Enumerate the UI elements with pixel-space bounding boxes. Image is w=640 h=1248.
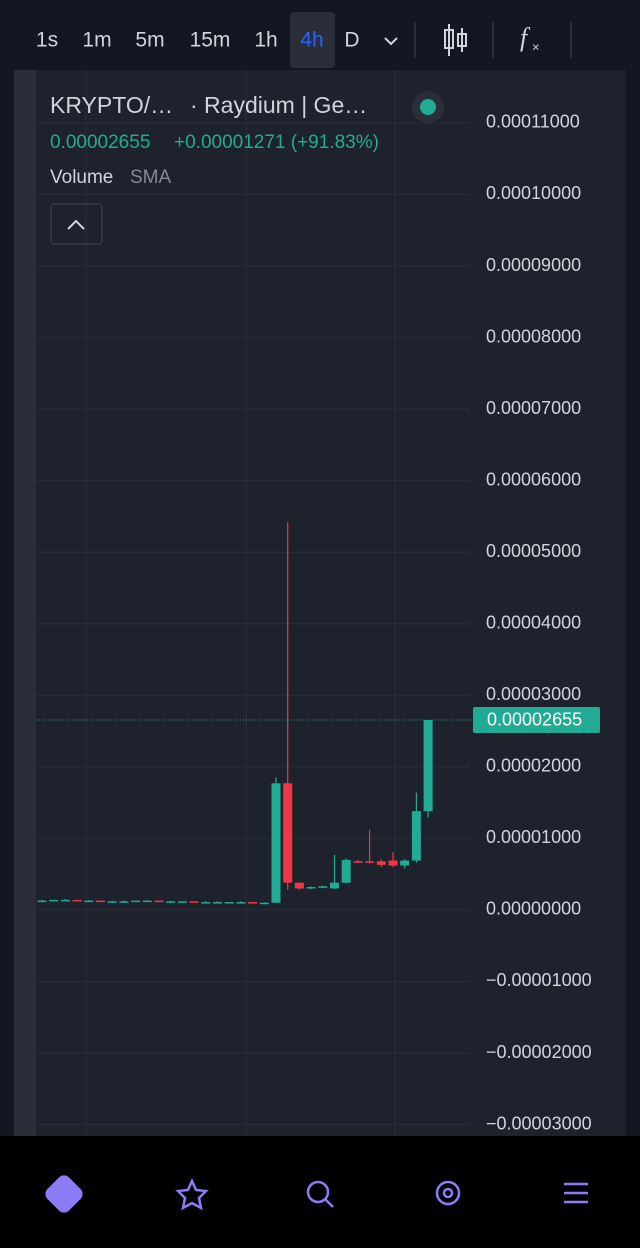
search-icon[interactable] <box>306 1180 330 1204</box>
candle-body <box>84 900 94 903</box>
interval[interactable]: 15m <box>190 29 231 52</box>
indicators-icon[interactable]: × <box>532 39 540 54</box>
settings-icon[interactable] <box>435 1180 461 1206</box>
left-strip <box>14 70 36 1136</box>
candle-body <box>60 899 70 902</box>
y-tick-label: 0.00007000 <box>486 398 581 418</box>
candle-body <box>49 899 59 902</box>
candle-body <box>353 861 363 863</box>
y-tick-label: 0.00009000 <box>486 255 581 275</box>
candle-body <box>365 861 375 863</box>
candle-body <box>294 882 304 889</box>
interval[interactable]: 4h <box>300 29 323 52</box>
last-price-tag <box>473 706 600 733</box>
candle-body <box>72 899 82 902</box>
candle-body <box>119 901 129 903</box>
collapse-icon[interactable] <box>67 219 85 230</box>
settings-icon[interactable] <box>442 1187 454 1199</box>
y-tick-label: 0.00003000 <box>486 684 581 704</box>
candle-body <box>154 900 164 903</box>
candle-body <box>96 900 105 903</box>
search-icon[interactable] <box>324 1198 334 1208</box>
y-tick-label: 0.00004000 <box>486 612 581 632</box>
candle-body <box>306 887 316 889</box>
plot: 0.00011000 0.00010000 0.00009000 0.00008000… <box>36 112 600 1133</box>
bottom-nav-icons <box>44 1174 588 1214</box>
candle-body <box>330 882 339 889</box>
bottom-nav <box>0 1136 640 1248</box>
candle-body <box>423 719 433 812</box>
y-tick-label: 0.00008000 <box>486 326 581 346</box>
price: 0.00002655 <box>50 132 150 153</box>
y-tick-label: 0.00001000 <box>486 827 581 847</box>
candle-body <box>177 901 187 903</box>
more-intervals[interactable] <box>384 37 398 46</box>
candle-body <box>271 783 281 903</box>
indicator: Volume <box>50 167 113 188</box>
candle-body <box>236 902 246 904</box>
candle-body <box>376 861 386 865</box>
indicators-icon[interactable]: f <box>520 23 531 52</box>
candle-body <box>400 860 410 866</box>
candle-body <box>388 860 398 866</box>
interval[interactable]: D <box>344 29 359 52</box>
candle-body <box>166 901 176 903</box>
candle-body <box>213 902 222 904</box>
exchange: · Raydium | Ge… <box>190 92 367 118</box>
y-tick-label: −0.00002000 <box>486 1042 592 1062</box>
collapse-button[interactable] <box>50 203 103 245</box>
candle-body <box>37 900 47 903</box>
candle-body <box>224 902 234 904</box>
chart-panel <box>14 70 626 1136</box>
interval[interactable]: 1s <box>36 29 58 52</box>
indicator-type: SMA <box>130 167 172 188</box>
menu-icon[interactable] <box>564 1182 588 1204</box>
status-dot <box>420 99 436 115</box>
candle-body <box>189 901 199 903</box>
candle-body <box>248 902 258 904</box>
y-tick-label: 0.00010000 <box>486 183 581 203</box>
candle-body <box>341 859 351 883</box>
y-tick-label: 0.00000000 <box>486 899 581 919</box>
home-icon[interactable] <box>44 1174 84 1214</box>
active-interval-bg <box>290 12 335 68</box>
candle-body <box>131 900 141 903</box>
y-tick-label: 0.00005000 <box>486 541 581 561</box>
candle-body <box>142 900 152 903</box>
y-tick-label: −0.00003000 <box>486 1113 592 1133</box>
y-tick-label: 0.00011000 <box>486 112 580 132</box>
last-price-label: 0.00002655 <box>487 710 582 730</box>
symbol: KRYPTO/… <box>50 92 173 118</box>
candle-body <box>411 811 421 861</box>
candle-body <box>259 902 269 905</box>
favorites-icon[interactable] <box>175 1177 209 1211</box>
candle-body <box>318 886 328 888</box>
legend: KRYPTO/… · Raydium | Ge… 0.00002655 +0.0… <box>50 91 444 245</box>
candle-body <box>283 783 293 883</box>
toolbar: 1s 1m 5m 15m 1h 4h D <box>36 29 360 52</box>
interval[interactable]: 5m <box>135 29 164 52</box>
y-tick-label: 0.00002000 <box>486 756 581 776</box>
candle-body <box>201 902 211 904</box>
change: +0.00001271 (+91.83%) <box>174 132 379 153</box>
y-tick-label: −0.00001000 <box>486 970 592 990</box>
interval[interactable]: 1h <box>254 29 277 52</box>
candle-body <box>107 901 117 903</box>
interval[interactable]: 1m <box>82 29 111 52</box>
chart-type-icon[interactable] <box>444 24 467 56</box>
grid <box>36 70 470 1136</box>
y-tick-label: 0.00006000 <box>486 469 581 489</box>
